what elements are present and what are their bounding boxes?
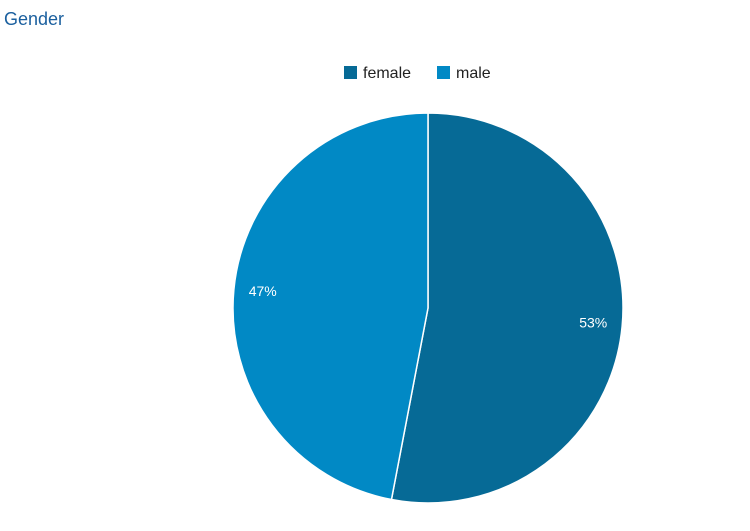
slice-label: 53% bbox=[579, 314, 607, 330]
legend-swatch bbox=[437, 66, 450, 79]
chart-title: Gender bbox=[4, 9, 64, 29]
legend-label: male bbox=[456, 65, 491, 82]
legend-label: female bbox=[363, 65, 411, 82]
legend-swatch bbox=[344, 66, 357, 79]
pie-slice bbox=[232, 112, 429, 501]
slice-label: 47% bbox=[249, 283, 277, 299]
pie-slice bbox=[390, 112, 624, 504]
